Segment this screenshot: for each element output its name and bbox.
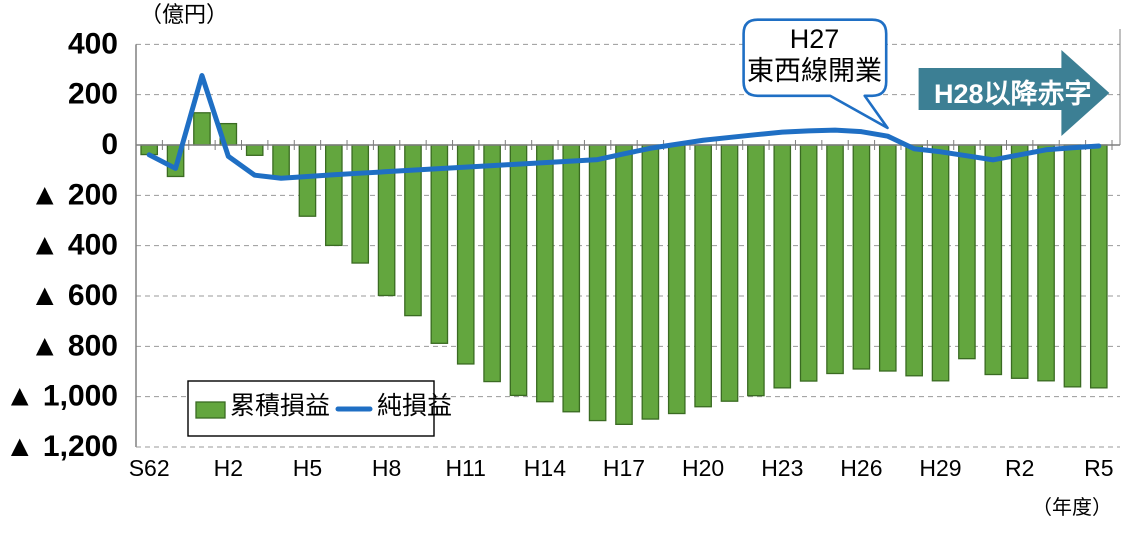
svg-text:H2: H2 [214, 455, 243, 481]
svg-text:H5: H5 [293, 455, 322, 481]
svg-text:東西線開業: 東西線開業 [747, 56, 882, 86]
svg-text:R2: R2 [1005, 455, 1034, 481]
svg-text:0: 0 [101, 128, 118, 161]
svg-text:累積損益: 累積損益 [230, 392, 330, 420]
svg-text:H20: H20 [682, 455, 724, 481]
svg-text:H11: H11 [445, 455, 486, 481]
svg-text:▲ 400: ▲ 400 [30, 229, 118, 262]
svg-text:純損益: 純損益 [377, 392, 452, 420]
svg-text:R5: R5 [1084, 455, 1113, 481]
svg-text:H23: H23 [761, 455, 803, 481]
svg-text:▲ 1,000: ▲ 1,000 [5, 380, 118, 413]
svg-text:H28以降赤字: H28以降赤字 [934, 78, 1092, 109]
svg-text:H29: H29 [919, 455, 961, 481]
svg-text:400: 400 [68, 27, 118, 60]
svg-text:▲ 1,200: ▲ 1,200 [5, 430, 118, 463]
svg-text:（億円）: （億円） [140, 2, 228, 27]
svg-text:H8: H8 [372, 455, 401, 481]
svg-text:H14: H14 [524, 455, 566, 481]
svg-text:H26: H26 [840, 455, 882, 481]
svg-text:▲ 800: ▲ 800 [30, 329, 118, 362]
svg-text:200: 200 [68, 78, 118, 111]
svg-text:▲ 200: ▲ 200 [30, 178, 118, 211]
svg-text:H27: H27 [790, 24, 840, 54]
svg-text:（年度）: （年度） [1032, 496, 1112, 519]
svg-text:S62: S62 [129, 455, 170, 481]
svg-text:H17: H17 [603, 455, 645, 481]
svg-text:▲ 600: ▲ 600 [30, 279, 118, 312]
